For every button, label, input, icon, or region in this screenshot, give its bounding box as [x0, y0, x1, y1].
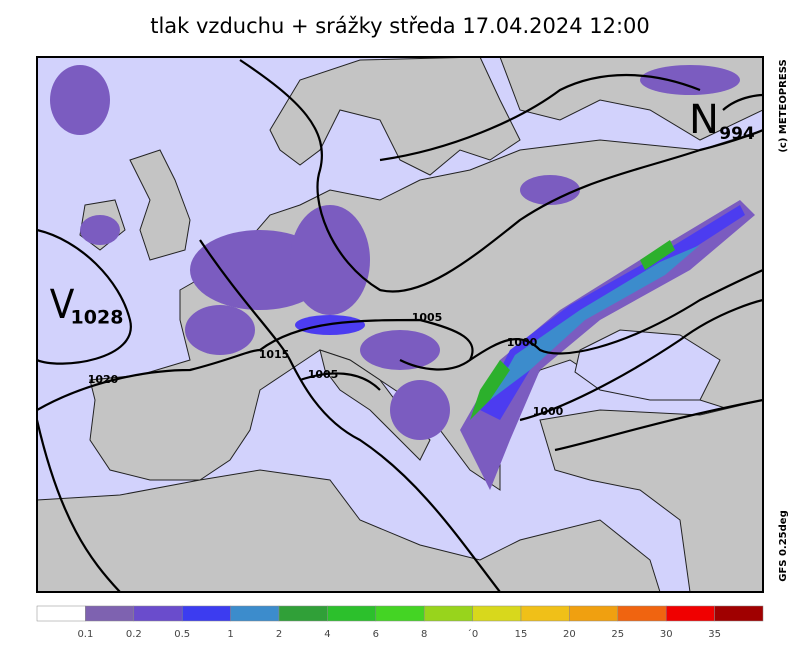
legend-swatch — [327, 605, 377, 622]
legend-swatch — [569, 605, 619, 622]
map: V 1028 N 994 1005 1015 1020 1005 1000 10… — [36, 56, 764, 593]
isobars — [37, 59, 763, 592]
center-value: 994 — [719, 124, 755, 144]
legend-swatch — [665, 605, 715, 622]
legend-label: 0.2 — [126, 629, 142, 640]
land — [129, 149, 191, 261]
legend-swatch — [181, 605, 231, 622]
legend-label: 8 — [421, 629, 427, 640]
legend-label: 1 — [227, 629, 233, 640]
land — [539, 399, 763, 592]
legend-label: 35 — [708, 629, 721, 640]
copyright: (c) METEOPRESS — [778, 59, 789, 152]
isobar-label: 1020 — [88, 373, 119, 386]
legend-label: 4 — [324, 629, 330, 640]
legend-swatch — [423, 605, 473, 622]
legend-label: 2 — [276, 629, 282, 640]
land — [37, 469, 661, 592]
center-letter: V — [50, 282, 75, 328]
legend: 0.1 0.2 0.5 1 2 4 6 8 ´0 15 20 25 30 35 — [36, 605, 764, 640]
legend-label: 15 — [515, 629, 528, 640]
model-label: GFS 0.25deg — [778, 510, 789, 582]
legend-swatch — [36, 605, 86, 622]
legend-label: 0.5 — [174, 629, 190, 640]
legend-label: 30 — [660, 629, 673, 640]
center-letter: N — [689, 97, 719, 143]
isobar-label: 1005 — [412, 311, 443, 324]
isobar-label: 1000 — [507, 336, 538, 349]
legend-swatch — [230, 605, 280, 622]
center-value: 1028 — [71, 307, 124, 329]
legend-label: 20 — [563, 629, 576, 640]
legend-label: 0.1 — [77, 629, 93, 640]
precipitation — [50, 65, 755, 490]
legend-swatch — [133, 605, 183, 622]
map-frame — [36, 56, 764, 593]
title: tlak vzduchu + srážky středa 17.04.2024 … — [150, 14, 650, 38]
legend-label: 25 — [611, 629, 624, 640]
legend-swatch — [375, 605, 425, 622]
legend-swatch — [617, 605, 667, 622]
legend-swatch — [278, 605, 328, 622]
land — [269, 57, 521, 176]
legend-swatch — [520, 605, 570, 622]
legend-label: 6 — [373, 629, 379, 640]
isobar-label: 1005 — [308, 368, 339, 381]
legend-swatch — [85, 605, 135, 622]
legend-label: ´0 — [467, 628, 478, 640]
legend-swatch — [714, 605, 764, 622]
isobar-label: 1000 — [533, 405, 564, 418]
isobar-label: 1015 — [259, 348, 290, 361]
legend-swatch — [472, 605, 522, 622]
